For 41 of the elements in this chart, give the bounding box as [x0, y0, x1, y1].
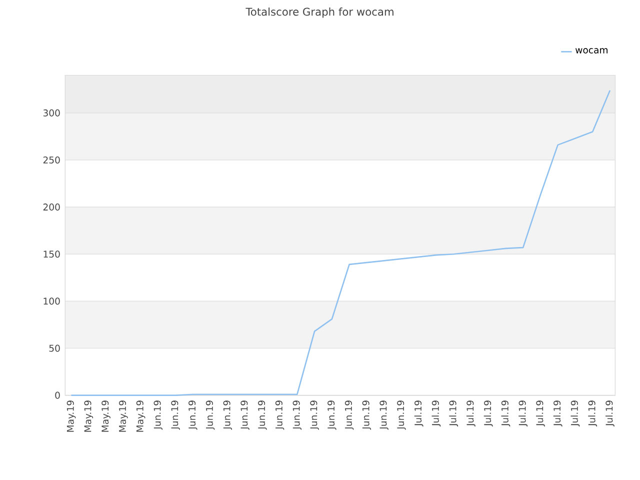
x-tick-label: Jun.19 [206, 400, 215, 430]
y-tick-label: 300 [43, 109, 60, 116]
x-tick-label: Jun.19 [397, 400, 406, 430]
x-tick-label: May.19 [102, 400, 110, 432]
x-tick-label: Jul.19 [553, 400, 562, 426]
y-tick-label: 150 [44, 250, 60, 258]
x-tick-label: May.19 [136, 400, 146, 432]
x-tick-label: Jun.19 [171, 400, 180, 430]
y-tick-label: 250 [43, 156, 60, 164]
x-tick-label: Jul.19 [536, 400, 545, 426]
x-tick-label: Jul.19 [466, 400, 476, 426]
x-tick-label: May.19 [84, 400, 94, 432]
y-tick-label: 50 [49, 344, 60, 352]
x-tick-label: Jun.19 [292, 400, 302, 430]
x-tick-label: Jun.19 [310, 400, 319, 430]
y-tick-label: 100 [44, 298, 60, 305]
x-tick-label: Jul.19 [518, 400, 528, 426]
chart-title: Totalscore Graph for wocam [246, 8, 394, 18]
y-tick-label: 200 [43, 204, 60, 211]
y-tick-label: 0 [55, 392, 60, 399]
x-tick-label: Jun.19 [154, 400, 163, 430]
x-tick-label: Jul.19 [449, 400, 458, 426]
x-tick-label: Jun.19 [240, 400, 250, 430]
x-tick-label: Jul.19 [432, 400, 441, 426]
x-tick-label: Jun.19 [258, 400, 267, 430]
x-tick-label: Jun.19 [275, 400, 284, 430]
x-tick-label: Jun.19 [188, 400, 198, 430]
x-tick-label: Jun.19 [362, 400, 372, 430]
x-tick-label: Jul.19 [570, 400, 580, 426]
x-tick-label: Jun.19 [223, 400, 232, 430]
x-tick-label: May.19 [66, 400, 76, 432]
x-tick-label: Jul.19 [606, 400, 614, 426]
x-tick-label: Jun.19 [344, 400, 354, 430]
x-tick-label: Jun.19 [328, 400, 336, 430]
x-tick-label: Jun.19 [380, 400, 388, 430]
x-tick-label: May.19 [118, 400, 128, 432]
x-tick-label: Jul.19 [501, 400, 510, 426]
x-tick-label: Jul.19 [414, 400, 424, 426]
legend-label: wocam [576, 48, 608, 54]
x-tick-label: Jul.19 [484, 400, 493, 426]
x-tick-label: Jul.19 [588, 400, 598, 426]
